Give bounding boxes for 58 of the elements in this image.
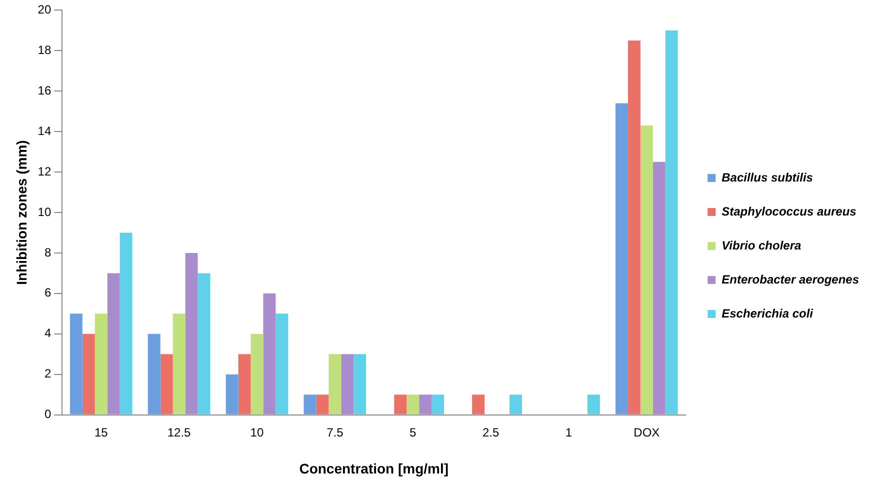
- bar: [70, 314, 82, 414]
- bar: [628, 40, 640, 414]
- bar: [304, 394, 316, 414]
- bar: [160, 354, 173, 414]
- x-tick-label: 7.5: [326, 425, 344, 440]
- bar: [328, 354, 342, 414]
- bar: [615, 103, 628, 414]
- y-tick-label: 6: [44, 286, 52, 300]
- bar: [120, 232, 132, 414]
- bar: [94, 314, 108, 414]
- x-tick-label: 12.5: [167, 425, 192, 440]
- bar: [640, 126, 653, 414]
- bar: [665, 30, 678, 414]
- bar: [419, 394, 432, 414]
- y-tick-label: 8: [44, 245, 52, 260]
- y-tick-label: 12: [38, 164, 52, 178]
- x-tick-label: 15: [94, 425, 108, 440]
- bar: [198, 273, 210, 414]
- bar: [148, 334, 160, 414]
- y-tick-label: 14: [38, 124, 52, 138]
- bar: [107, 273, 120, 414]
- bar: [185, 252, 198, 414]
- y-tick-label: 2: [44, 366, 52, 381]
- bar: [263, 293, 276, 414]
- y-tick-label: 10: [38, 204, 52, 219]
- bar: [250, 334, 264, 414]
- bar: [509, 394, 522, 414]
- bar: [316, 394, 329, 414]
- y-tick-label: 16: [38, 83, 52, 98]
- bar: [82, 334, 95, 414]
- bar: [276, 314, 288, 414]
- x-axis-title: Concentration [mg/ml]: [299, 460, 449, 476]
- legend-label: Enterobacter aerogenes: [722, 272, 860, 286]
- bar: [587, 394, 600, 414]
- x-tick-label: 10: [250, 425, 264, 440]
- x-tick-label: DOX: [634, 425, 660, 440]
- bar: [238, 354, 251, 414]
- legend-label: Bacillus subtilis: [722, 170, 814, 184]
- y-tick-label: 20: [38, 2, 52, 17]
- legend-label: Escherichia coli: [722, 306, 814, 320]
- bar: [226, 374, 238, 414]
- x-tick-label: 1: [565, 425, 572, 440]
- x-tick-label: 2.5: [482, 425, 500, 440]
- y-axis-title: Inhibition zones (mm): [13, 140, 30, 285]
- x-tick-label: 5: [410, 425, 417, 440]
- bar: [652, 162, 666, 414]
- bar: [354, 354, 366, 414]
- bar: [341, 354, 354, 414]
- bar: [406, 394, 420, 414]
- legend-label: Vibrio cholera: [722, 238, 802, 252]
- bar: [172, 314, 186, 414]
- bar: [472, 394, 485, 414]
- legend-label: Staphylococcus aureus: [722, 204, 857, 218]
- y-tick-label: 4: [44, 326, 52, 340]
- bar: [394, 394, 407, 414]
- y-tick-label: 18: [38, 42, 52, 57]
- y-tick-label: 0: [44, 407, 52, 422]
- bar: [432, 394, 444, 414]
